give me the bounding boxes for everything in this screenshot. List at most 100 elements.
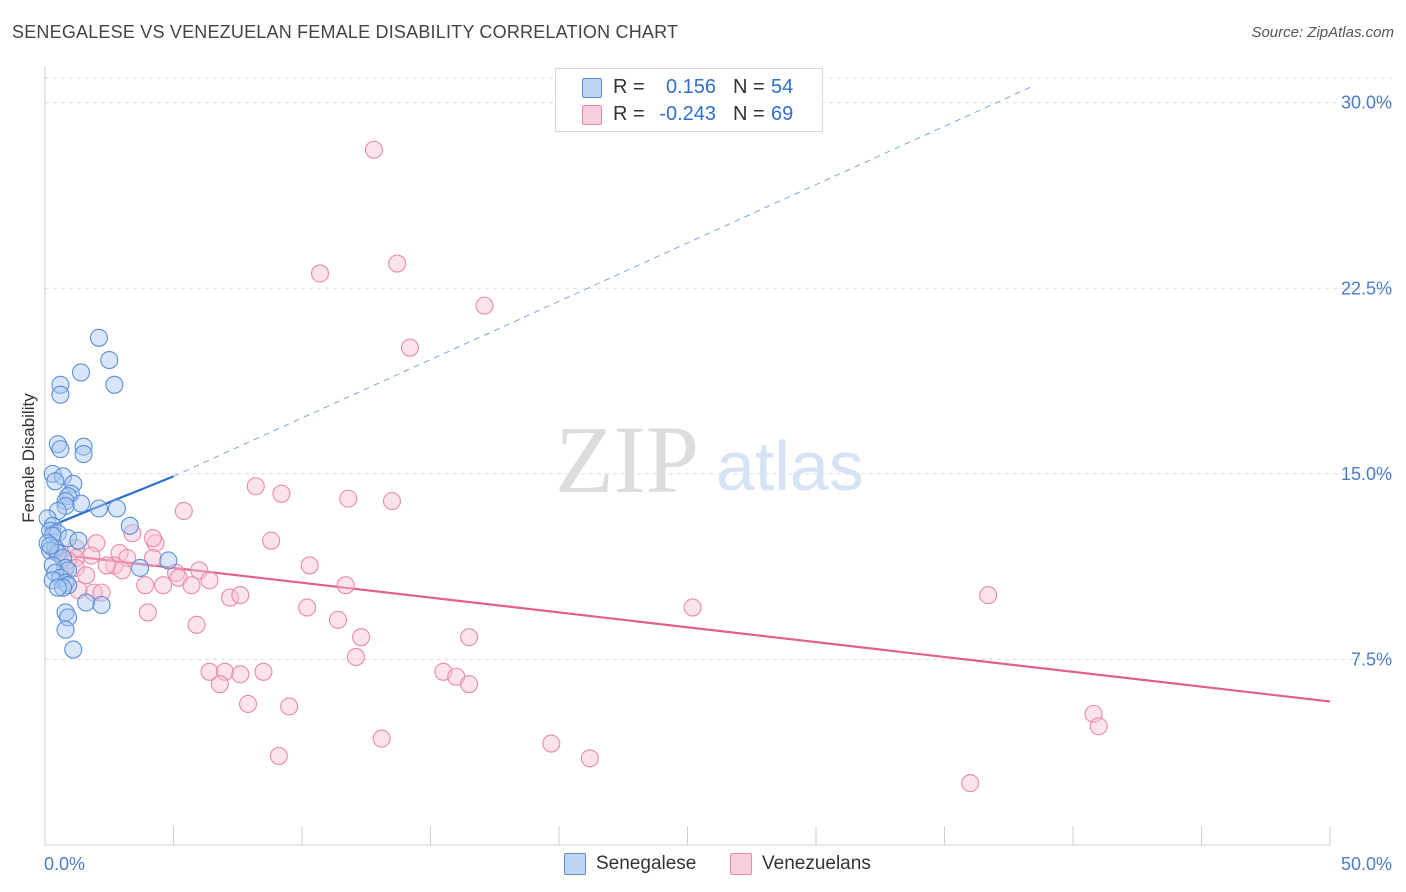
venezuelan-point: [475, 296, 494, 315]
senegalese-points: [38, 328, 178, 659]
senegalese-point: [41, 536, 60, 555]
venezuelan-point: [138, 603, 157, 622]
venezuelan-point: [143, 529, 162, 548]
chart-title: SENEGALESE VS VENEZUELAN FEMALE DISABILI…: [12, 22, 679, 42]
x-tick-label: 0.0%: [44, 854, 85, 874]
venezuelan-point: [77, 566, 96, 585]
senegalese-point: [77, 593, 96, 612]
senegalese-point: [120, 516, 139, 535]
senegalese-point: [74, 445, 93, 464]
venezuelan-point: [182, 576, 201, 595]
senegalese-point: [48, 578, 67, 597]
senegalese-point: [89, 499, 109, 518]
venezuelan-point: [246, 477, 265, 496]
legend-r-value: 0.156: [665, 76, 716, 98]
y-tick-label: 22.5%: [1341, 278, 1392, 298]
senegalese-trend-line: [44, 475, 174, 530]
senegalese-point: [53, 578, 73, 597]
senegalese-point: [107, 499, 127, 518]
senegalese-point: [51, 375, 70, 394]
venezuelan-point: [683, 598, 702, 617]
legend-label-venezuelans: Venezuelans: [762, 853, 871, 874]
venezuelan-point: [280, 697, 299, 716]
venezuelan-point: [146, 534, 165, 553]
y-axis-label: Female Disability: [19, 393, 38, 523]
venezuelan-point: [82, 546, 101, 565]
legend-swatch-senegalese: [564, 853, 586, 875]
y-tick-label: 15.0%: [1341, 464, 1392, 484]
venezuelan-point: [200, 662, 219, 681]
venezuelan-point: [328, 610, 348, 629]
senegalese-point: [89, 328, 109, 347]
venezuelan-point: [231, 586, 250, 605]
senegalese-point: [105, 375, 124, 394]
venezuelan-point: [174, 501, 193, 521]
venezuelan-point: [459, 675, 479, 694]
venezuelan-point: [123, 524, 142, 543]
x-tick-label: 50.0%: [1341, 854, 1392, 874]
venezuelan-point: [200, 571, 219, 590]
source-label: Source: ZipAtlas.com: [1251, 24, 1394, 41]
venezuelan-point: [339, 489, 358, 508]
legend-n-value: 69: [771, 103, 794, 125]
venezuelan-point: [372, 729, 391, 748]
venezuelan-point: [336, 576, 355, 595]
legend-r-label: R =: [613, 76, 645, 98]
venezuelan-point: [400, 338, 419, 357]
correlation-legend: R = 0.156 N = 54 R = -0.243 N = 69: [555, 68, 823, 132]
venezuelan-point: [113, 561, 132, 580]
venezuelan-point: [210, 675, 229, 694]
legend-row-venezuelans: R = -0.243 N = 69: [556, 101, 822, 127]
axes: [44, 66, 1331, 846]
venezuelan-points: [46, 140, 1108, 793]
venezuelan-point: [388, 254, 407, 273]
y-tick-label: 30.0%: [1341, 93, 1392, 113]
senegalese-point: [69, 531, 88, 550]
senegalese-point: [74, 437, 93, 456]
venezuelan-point: [254, 662, 273, 681]
legend-swatch-senegalese: [582, 78, 602, 98]
grid-lines: [45, 77, 1392, 660]
legend-r-label: R =: [613, 103, 645, 125]
legend-n-label: N =: [733, 76, 765, 98]
watermark: ZIP atlas: [555, 406, 864, 513]
senegalese-point: [48, 435, 67, 454]
venezuelan-point: [352, 628, 371, 647]
venezuelan-point: [979, 586, 998, 605]
series-legend: Senegalese Venezuelans: [0, 852, 1406, 878]
senegalese-point: [51, 440, 70, 459]
senegalese-point: [159, 551, 178, 570]
trend-lines: [44, 84, 1331, 703]
senegalese-point: [46, 472, 65, 491]
senegalese-point: [56, 492, 75, 511]
venezuelan-point: [346, 647, 366, 667]
venezuelan-point: [92, 583, 111, 602]
venezuelan-point: [154, 576, 173, 595]
venezuelan-point: [269, 746, 288, 765]
senegalese-point: [71, 494, 91, 513]
legend-row-senegalese: R = 0.156 N = 54: [556, 74, 822, 100]
senegalese-point: [64, 640, 83, 659]
venezuelan-point: [97, 556, 116, 575]
venezuelan-point: [262, 531, 281, 550]
venezuelan-point: [272, 484, 291, 503]
senegalese-point: [131, 558, 150, 577]
legend-label-senegalese: Senegalese: [596, 853, 697, 874]
venezuelan-point: [143, 548, 162, 568]
senegalese-point: [56, 558, 75, 577]
venezuelan-point: [459, 628, 479, 647]
venezuelan-point: [961, 774, 980, 793]
legend-swatch-venezuelans: [730, 853, 752, 875]
y-tick-label: 7.5%: [1351, 649, 1392, 669]
venezuelan-point: [382, 492, 402, 511]
legend-n-label: N =: [733, 103, 765, 125]
venezuelan-point: [310, 264, 330, 283]
venezuelan-point: [231, 665, 250, 684]
legend-swatch-venezuelans: [582, 105, 602, 125]
tick-labels: 7.5% 15.0% 22.5% 30.0% 0.0% 50.0%: [44, 93, 1392, 874]
senegalese-trend-extension: [173, 84, 1035, 477]
venezuelan-point: [542, 734, 561, 753]
venezuelan-point: [364, 140, 384, 159]
legend-r-value: -0.243: [659, 103, 716, 125]
